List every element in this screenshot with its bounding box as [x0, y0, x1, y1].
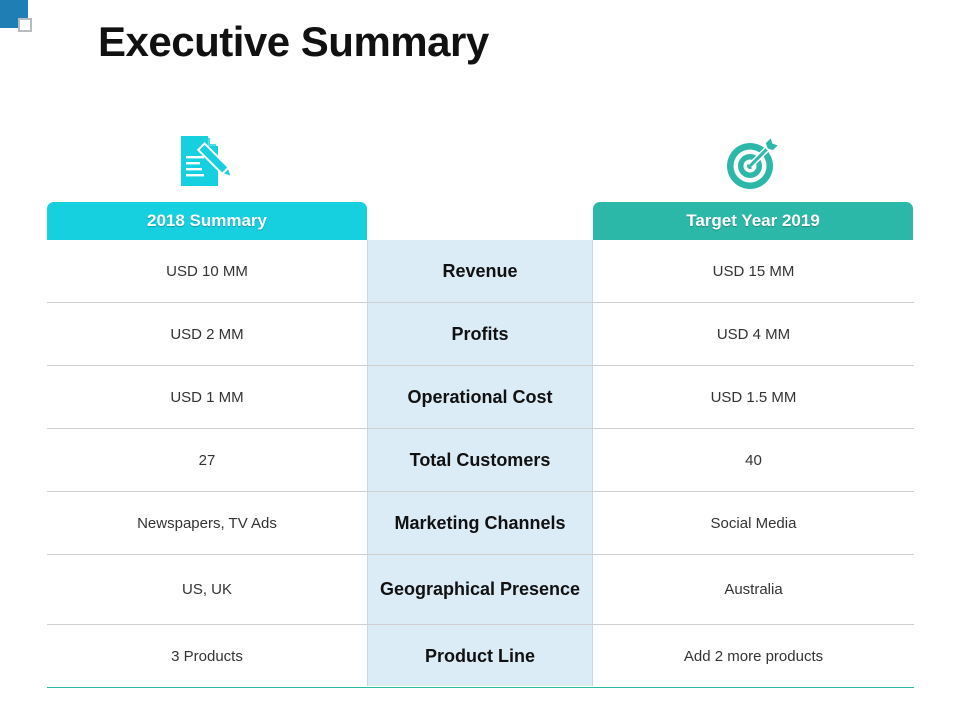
- summary-2018-cell: 27: [198, 451, 216, 469]
- summary-2018-cell: US, UK: [181, 581, 232, 598]
- summary-2018-cell: Newspapers, TV Ads: [137, 514, 277, 532]
- metric-label: Profits: [451, 323, 509, 344]
- target-2019-cell: 40: [745, 451, 762, 469]
- header-2018-summary: 2018 Summary: [47, 202, 367, 240]
- corner-frame-decoration: [18, 18, 32, 32]
- target-2019-cell: Australia: [724, 581, 783, 598]
- summary-2018-cell: USD 2 MM: [170, 325, 244, 343]
- table-row-profits: USD 2 MM Profits USD 4 MM: [47, 303, 914, 366]
- table-row-product-line: 3 Products Product Line Add 2 more produ…: [47, 625, 914, 688]
- metric-column-background: [367, 240, 593, 686]
- header-target-2019: Target Year 2019: [593, 202, 913, 240]
- table-row-total-customers: 27 Total Customers 40: [47, 429, 914, 492]
- target-2019-cell: Add 2 more products: [683, 647, 824, 665]
- metric-label: Marketing Channels: [394, 512, 566, 533]
- table-row-operational-cost: USD 1 MM Operational Cost USD 1.5 MM: [47, 366, 914, 429]
- target-2019-cell: USD 1.5 MM: [710, 388, 797, 406]
- target-2019-cell: Social Media: [710, 514, 797, 532]
- summary-2018-cell: USD 10 MM: [166, 262, 248, 280]
- metric-label: Total Customers: [409, 449, 551, 470]
- target-2019-cell: USD 15 MM: [712, 262, 795, 280]
- summary-table: USD 10 MM Revenue USD 15 MM USD 2 MM Pro…: [47, 240, 914, 688]
- document-pencil-icon: [181, 136, 234, 186]
- summary-2018-cell: USD 1 MM: [170, 388, 244, 406]
- page-title: Executive Summary: [98, 18, 489, 65]
- metric-label: Revenue: [442, 260, 518, 281]
- summary-2018-cell: 3 Products: [171, 647, 243, 665]
- table-row-geographical-presence: US, UK Geographical Presence Australia: [47, 555, 914, 625]
- target-arrow-icon: [727, 135, 781, 189]
- table-row-revenue: USD 10 MM Revenue USD 15 MM: [47, 240, 914, 303]
- target-2019-cell: USD 4 MM: [716, 325, 791, 343]
- metric-label: Operational Cost: [407, 386, 553, 407]
- metric-label: Product Line: [424, 645, 535, 666]
- table-row-marketing-channels: Newspapers, TV Ads Marketing Channels So…: [47, 492, 914, 555]
- metric-label: Geographical Presence: [379, 579, 581, 599]
